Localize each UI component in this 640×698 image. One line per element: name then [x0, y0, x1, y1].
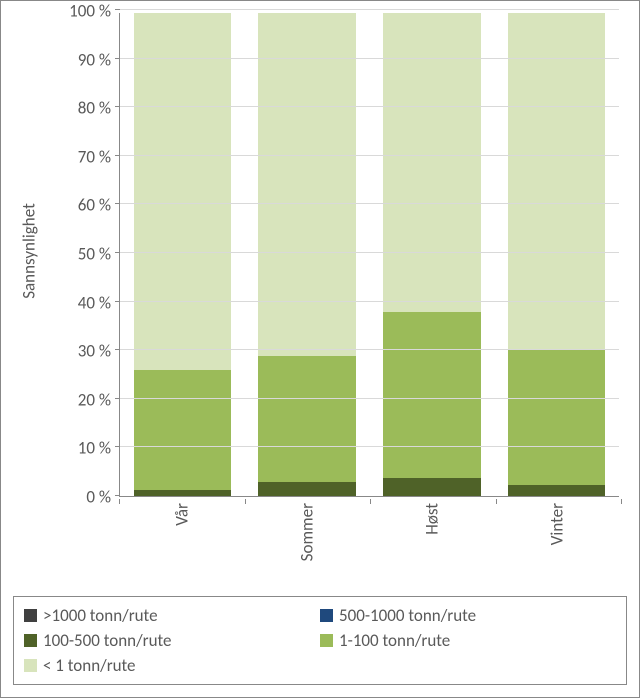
y-tick-label: 100 % — [51, 1, 111, 22]
x-tick-mark — [245, 499, 246, 504]
legend-swatch — [24, 634, 37, 647]
legend: >1000 tonn/rute 500-1000 tonn/rute 100-500… — [13, 596, 627, 685]
bar-column — [134, 13, 231, 496]
bar-segment-lt1 — [134, 13, 231, 370]
legend-item: < 1 tonn/rute — [24, 653, 320, 678]
bar-column — [508, 13, 605, 496]
y-tick-label: 90 % — [51, 49, 111, 70]
bars-row — [120, 13, 619, 496]
y-tick-label: 60 % — [51, 195, 111, 216]
y-axis-title: Sannsynlighet — [19, 203, 40, 299]
x-label-text: Sommer — [296, 503, 317, 561]
x-label: Sommer — [258, 503, 356, 583]
y-tick-label: 10 % — [51, 438, 111, 459]
legend-swatch — [24, 659, 37, 672]
y-tick-label: 20 % — [51, 389, 111, 410]
y-tick-mark — [115, 446, 120, 447]
gridline — [120, 349, 619, 350]
y-tick-label: 70 % — [51, 146, 111, 167]
x-label: Vinter — [508, 503, 606, 583]
y-tick-mark — [115, 349, 120, 350]
legend-label: 100-500 tonn/rute — [43, 630, 172, 651]
x-tick-mark — [370, 499, 371, 504]
bar-segment-100_500 — [134, 490, 231, 496]
bar-segment-100_500 — [508, 485, 605, 496]
gridline — [120, 155, 619, 156]
y-tick-mark — [115, 252, 120, 253]
legend-item: >1000 tonn/rute — [24, 603, 320, 628]
bar-segment-1_100 — [508, 350, 605, 485]
x-label: Høst — [383, 503, 481, 583]
y-tick-label: 0 % — [51, 487, 111, 508]
legend-swatch — [24, 609, 37, 622]
y-tick-mark — [115, 398, 120, 399]
x-label-text: Vinter — [546, 503, 567, 545]
bar-segment-1_100 — [258, 356, 355, 483]
gridline — [120, 203, 619, 204]
legend-label: 1-100 tonn/rute — [339, 630, 450, 651]
bar-segment-1_100 — [383, 312, 480, 477]
y-tick-mark — [115, 301, 120, 302]
y-tick-mark — [115, 155, 120, 156]
bar-column — [258, 13, 355, 496]
chart-container: Sannsynlighet 0 % 10 % 20 % 30 % 40 % 50 % 60 … — [0, 0, 640, 698]
bar-segment-lt1 — [508, 13, 605, 350]
bar-segment-lt1 — [258, 13, 355, 356]
legend-label: >1000 tonn/rute — [43, 605, 158, 626]
bar-column — [383, 13, 480, 496]
legend-item: 100-500 tonn/rute — [24, 628, 320, 653]
y-tick-mark — [115, 106, 120, 107]
bar-segment-100_500 — [258, 482, 355, 496]
y-tick-label: 50 % — [51, 244, 111, 265]
y-tick-mark — [115, 58, 120, 59]
legend-item: 500-1000 tonn/rute — [320, 603, 616, 628]
y-tick-label: 80 % — [51, 98, 111, 119]
gridline — [120, 398, 619, 399]
legend-label: 500-1000 tonn/rute — [339, 605, 476, 626]
legend-item: 1-100 tonn/rute — [320, 628, 616, 653]
gridline — [120, 301, 619, 302]
gridline — [120, 446, 619, 447]
y-tick-labels: 0 %10 %20 %30 %40 %50 %60 %70 %80 %90 %1… — [51, 13, 111, 497]
x-tick-mark — [496, 499, 497, 504]
y-tick-label: 40 % — [51, 292, 111, 313]
gridline — [120, 252, 619, 253]
gridline — [120, 58, 619, 59]
bar-segment-100_500 — [383, 478, 480, 496]
x-tick-mark — [621, 499, 622, 504]
y-tick-mark — [115, 495, 120, 496]
bar-segment-1_100 — [134, 370, 231, 489]
y-tick-mark — [115, 9, 120, 10]
legend-swatch — [320, 634, 333, 647]
y-tick-label: 30 % — [51, 341, 111, 362]
gridline — [120, 106, 619, 107]
x-label: Vår — [133, 503, 231, 583]
legend-swatch — [320, 609, 333, 622]
x-tick-mark — [119, 499, 120, 504]
x-axis-labels: Vår Sommer Høst Vinter — [119, 503, 619, 583]
gridline — [120, 9, 619, 10]
x-label-text: Høst — [421, 503, 442, 535]
plot-area — [119, 13, 619, 497]
x-label-text: Vår — [171, 503, 192, 526]
legend-label: < 1 tonn/rute — [43, 655, 136, 676]
y-tick-mark — [115, 203, 120, 204]
